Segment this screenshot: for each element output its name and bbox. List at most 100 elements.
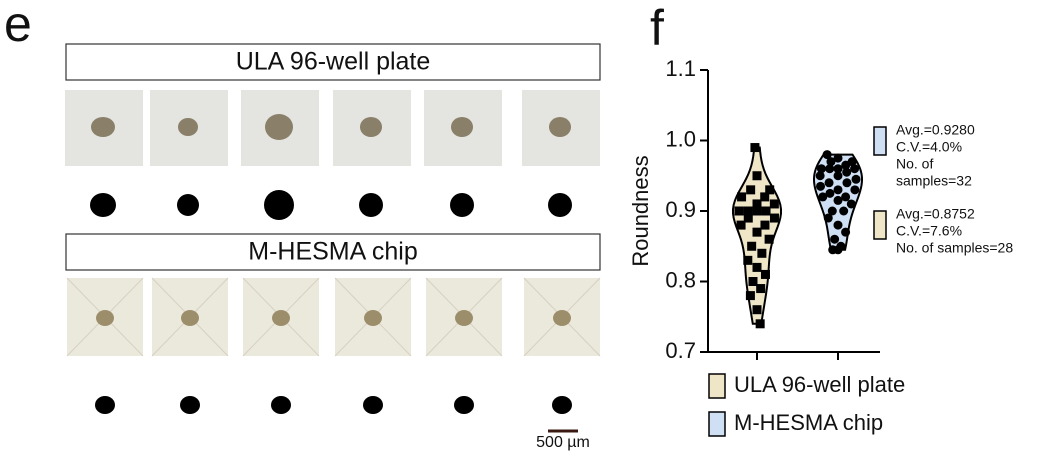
data-point xyxy=(850,164,860,174)
binary-mask xyxy=(363,396,383,414)
row-title-box xyxy=(65,43,601,81)
annotation: Avg.=0.9280 xyxy=(896,122,975,138)
data-point xyxy=(760,220,770,230)
annotation: samples=32 xyxy=(896,173,972,189)
binary-mask xyxy=(548,193,572,217)
data-point xyxy=(815,171,825,181)
data-point xyxy=(734,206,744,216)
row-title-box xyxy=(65,233,601,271)
annotation-swatch xyxy=(873,210,887,240)
data-point xyxy=(743,206,753,216)
data-point xyxy=(752,199,762,209)
data-point xyxy=(743,255,753,265)
data-point xyxy=(823,213,833,223)
image-grid xyxy=(65,90,601,414)
data-point xyxy=(824,178,834,188)
annotation: C.V.=7.6% xyxy=(896,223,962,239)
data-point xyxy=(851,174,861,184)
panel-label: f xyxy=(650,0,664,56)
data-point xyxy=(830,234,840,244)
spheroid xyxy=(553,310,571,326)
data-point xyxy=(833,245,843,255)
data-point xyxy=(841,227,851,237)
data-point xyxy=(752,305,762,315)
panel-label: e xyxy=(4,0,32,52)
data-point xyxy=(842,178,852,188)
binary-mask xyxy=(90,193,116,217)
data-point xyxy=(841,192,851,202)
data-point xyxy=(755,319,765,329)
spheroid xyxy=(96,310,114,326)
data-point xyxy=(833,185,843,195)
data-point xyxy=(769,199,779,209)
legend-swatch xyxy=(708,411,726,437)
data-point xyxy=(841,160,851,170)
annotation-swatch xyxy=(873,126,887,156)
data-point xyxy=(826,157,836,167)
data-point xyxy=(846,199,856,209)
data-point xyxy=(760,192,770,202)
data-point xyxy=(825,164,835,174)
data-point xyxy=(745,291,755,301)
data-point xyxy=(769,213,779,223)
data-point xyxy=(833,171,843,181)
data-point xyxy=(757,248,767,258)
data-point xyxy=(765,185,775,195)
data-point xyxy=(818,192,828,202)
annotation: Avg.=0.8752 xyxy=(896,206,975,222)
data-point xyxy=(825,188,835,198)
binary-mask xyxy=(180,396,200,414)
y-tick-label: 0.7 xyxy=(665,338,696,363)
data-point xyxy=(764,234,774,244)
spheroid xyxy=(451,117,473,137)
legend-swatch xyxy=(708,373,726,399)
data-point xyxy=(747,241,757,251)
data-point xyxy=(833,164,843,174)
y-tick-label: 1.1 xyxy=(665,56,696,81)
data-point xyxy=(752,206,762,216)
row-title: ULA 96-well plate xyxy=(236,48,431,76)
binary-mask xyxy=(271,396,291,414)
row-title: M-HESMA chip xyxy=(248,238,417,266)
data-point xyxy=(752,171,762,181)
binary-mask xyxy=(359,193,383,217)
data-point xyxy=(748,277,758,286)
spheroid xyxy=(549,117,571,137)
legend-label: ULA 96-well plate xyxy=(734,372,905,397)
binary-mask xyxy=(450,193,474,217)
data-point xyxy=(761,206,771,216)
data-point xyxy=(737,192,747,202)
data-point xyxy=(842,167,852,177)
data-point xyxy=(760,269,770,279)
binary-mask xyxy=(177,194,199,216)
data-point xyxy=(827,206,837,216)
annotation: No. of samples=28 xyxy=(896,240,1013,256)
data-point xyxy=(752,227,762,237)
spheroid xyxy=(272,310,290,326)
spheroid xyxy=(178,118,198,136)
data-point xyxy=(743,213,753,223)
binary-mask xyxy=(552,396,572,414)
spheroid xyxy=(360,117,382,137)
annotation: C.V.=4.0% xyxy=(896,139,962,155)
data-point xyxy=(746,185,756,195)
data-point xyxy=(756,284,766,294)
scale-bar-label: 500 µm xyxy=(536,434,590,451)
binary-mask xyxy=(264,190,294,220)
data-point xyxy=(850,185,860,195)
y-tick-label: 1.0 xyxy=(665,126,696,151)
data-point xyxy=(750,143,760,153)
y-tick-label: 0.9 xyxy=(665,197,696,222)
spheroid xyxy=(181,310,199,326)
spheroid xyxy=(91,117,115,137)
data-point xyxy=(839,206,849,216)
data-point xyxy=(822,150,832,160)
y-axis-label: Roundness xyxy=(628,155,653,266)
data-point xyxy=(833,153,843,163)
binary-mask xyxy=(454,396,474,414)
data-point xyxy=(833,220,843,230)
data-point xyxy=(833,195,843,205)
spheroid xyxy=(265,114,293,140)
